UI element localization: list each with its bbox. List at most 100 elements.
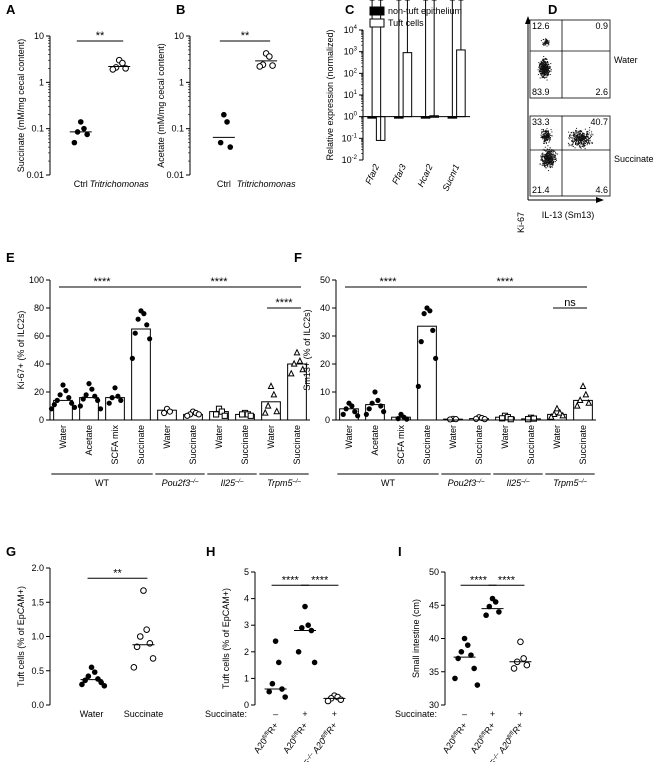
flow-event bbox=[546, 152, 548, 154]
flow-event bbox=[552, 154, 554, 156]
flow-event bbox=[542, 76, 544, 78]
flow-event bbox=[544, 161, 546, 163]
flow-event bbox=[547, 170, 549, 172]
group-6 bbox=[209, 405, 229, 421]
x-tick-label: A20fl/flR+ bbox=[252, 720, 281, 755]
flow-event bbox=[545, 156, 547, 158]
y-tick-label: 30 bbox=[320, 331, 330, 341]
flow-event bbox=[577, 139, 579, 141]
flow-event bbox=[549, 161, 551, 163]
flow-event bbox=[576, 143, 578, 145]
flow-event bbox=[550, 154, 552, 156]
flow-event bbox=[543, 44, 545, 46]
flow-event bbox=[580, 134, 582, 136]
flow-event bbox=[545, 142, 547, 144]
flow-event bbox=[541, 74, 543, 76]
x-tick-label: Water bbox=[80, 709, 104, 719]
flow-event bbox=[576, 134, 578, 136]
x-tick-label: Water bbox=[552, 425, 562, 449]
flow-event bbox=[581, 132, 583, 134]
flow-event bbox=[587, 134, 589, 136]
flow-event bbox=[545, 149, 547, 151]
y-tick-label: 102 bbox=[344, 68, 358, 78]
flow-event bbox=[579, 131, 581, 133]
flow-event bbox=[571, 140, 573, 142]
flow-event bbox=[554, 154, 556, 156]
flow-event bbox=[542, 135, 544, 137]
flow-event bbox=[574, 140, 576, 142]
succinate-indicator: + bbox=[490, 709, 495, 719]
data-point bbox=[553, 404, 561, 412]
flow-event bbox=[580, 141, 582, 143]
flow-event bbox=[575, 131, 577, 133]
flow-event bbox=[543, 73, 545, 75]
flow-event bbox=[543, 153, 545, 155]
flow-event bbox=[580, 137, 582, 139]
flow-event bbox=[546, 40, 548, 42]
flow-event bbox=[545, 163, 547, 165]
flow-event bbox=[579, 137, 581, 139]
flow-event bbox=[555, 158, 557, 160]
flow-event bbox=[540, 66, 542, 68]
flow-event bbox=[544, 71, 546, 73]
flow-event bbox=[544, 156, 546, 158]
data-point bbox=[92, 393, 98, 399]
data-point bbox=[48, 406, 55, 412]
flow-event bbox=[545, 158, 547, 160]
data-point bbox=[305, 622, 312, 628]
y-axis-label: Sm13+ (% of ILC2s) bbox=[302, 309, 312, 390]
flow-event bbox=[548, 156, 550, 158]
flow-event bbox=[588, 140, 590, 142]
panel-h: H 0 1 2 3 4 5 Tuft cells (% of EpCAM+) A20fl/flR… bbox=[205, 544, 346, 762]
genotype-label: Trpm5–/– bbox=[267, 478, 301, 488]
flow-event bbox=[578, 136, 580, 138]
data-point bbox=[224, 119, 230, 125]
flow-event bbox=[541, 62, 543, 64]
flow-event bbox=[550, 152, 552, 154]
flow-event bbox=[582, 138, 584, 140]
flow-event bbox=[549, 158, 551, 160]
y-axis-label: Tuft cells (% of EpCAM+) bbox=[16, 586, 26, 687]
flow-event bbox=[546, 72, 548, 74]
flow-event bbox=[545, 43, 547, 45]
flow-event bbox=[547, 161, 549, 163]
flow-event bbox=[547, 63, 549, 65]
flow-event bbox=[548, 163, 550, 165]
flow-event bbox=[552, 164, 554, 166]
flow-event bbox=[542, 156, 544, 158]
flow-event bbox=[545, 134, 547, 136]
flow-event bbox=[571, 143, 573, 145]
flow-event bbox=[547, 130, 549, 132]
data-point bbox=[275, 659, 282, 666]
flow-event bbox=[537, 74, 539, 76]
flow-event bbox=[576, 130, 578, 132]
flow-event bbox=[546, 60, 548, 62]
data-point bbox=[264, 401, 272, 409]
data-point bbox=[221, 412, 228, 419]
flow-event bbox=[574, 139, 576, 141]
significance-label: **** bbox=[496, 276, 514, 288]
flow-event bbox=[542, 67, 544, 69]
y-tick-label: 30 bbox=[429, 700, 439, 710]
flow-event bbox=[544, 42, 546, 44]
flow-event bbox=[548, 70, 550, 72]
flow-event bbox=[547, 69, 549, 71]
flow-event bbox=[544, 68, 546, 70]
flow-event bbox=[542, 65, 544, 67]
data-point bbox=[427, 308, 433, 314]
data-point bbox=[247, 412, 254, 419]
flow-event bbox=[584, 136, 586, 138]
flow-event bbox=[584, 145, 586, 147]
data-point bbox=[83, 392, 89, 398]
flow-event bbox=[542, 162, 544, 164]
flow-event bbox=[552, 160, 554, 162]
flow-event bbox=[543, 131, 545, 133]
flow-event bbox=[544, 61, 546, 63]
flow-event bbox=[550, 69, 552, 71]
data-point bbox=[483, 612, 489, 619]
flow-event bbox=[551, 166, 553, 168]
flow-event bbox=[545, 73, 547, 75]
flow-event bbox=[544, 66, 546, 68]
y-tick-label: 5 bbox=[244, 567, 249, 577]
flow-event bbox=[545, 63, 547, 65]
